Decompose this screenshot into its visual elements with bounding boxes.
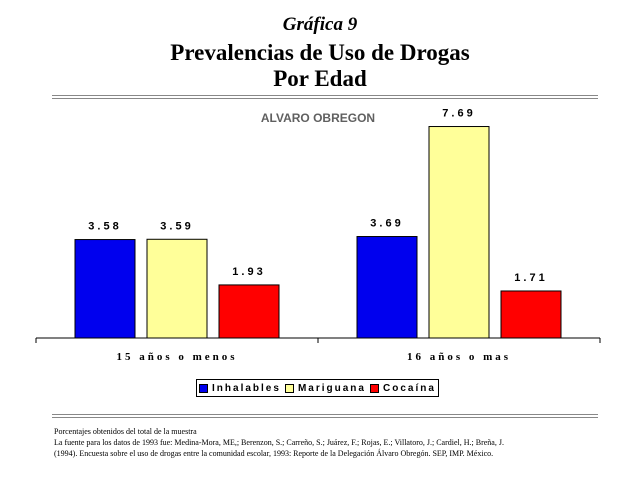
bar-mariguana-0 (146, 238, 208, 339)
bar-mariguana-1 (428, 126, 490, 339)
footnote: Porcentajes obtenidos del total de la mu… (54, 426, 614, 459)
data-label-inhalables-0: 3.58 (88, 221, 121, 233)
legend-swatch-cocaina (370, 383, 380, 393)
bar-inhalables-0 (74, 239, 136, 339)
data-label-mariguana-1: 7.69 (442, 108, 475, 120)
data-label-cocaina-0: 1.93 (232, 266, 265, 278)
legend-swatch-mariguana (284, 383, 294, 393)
title-divider-bottom (52, 98, 598, 99)
footer-divider-top (52, 414, 598, 415)
legend-item-inhalables: Inhalables (199, 383, 281, 394)
legend-item-cocaina: Cocaína (370, 383, 436, 394)
category-label-0: 15 años o menos (116, 351, 237, 363)
footnote-line-1: Porcentajes obtenidos del total de la mu… (54, 427, 197, 436)
chart-legend: Inhalables Mariguana Cocaína (196, 379, 439, 397)
chart-title-line2: Por Edad (273, 66, 367, 91)
data-label-mariguana-0: 3.59 (160, 220, 193, 232)
bar-cocaina-1 (500, 290, 562, 339)
footnote-line-3: (1994). Encuesta sobre el uso de drogas … (54, 449, 494, 458)
title-divider-top (52, 95, 598, 96)
legend-label-cocaina: Cocaína (383, 382, 436, 394)
legend-label-inhalables: Inhalables (212, 382, 281, 394)
data-label-cocaina-1: 1.71 (514, 272, 547, 284)
footer-divider-bottom (52, 417, 598, 418)
data-label-inhalables-1: 3.69 (370, 218, 403, 230)
footnote-line-2: La fuente para los datos de 1993 fue: Me… (54, 438, 504, 447)
legend-item-mariguana: Mariguana (284, 382, 366, 394)
chart-title-line1: Prevalencias de Uso de Drogas (170, 40, 470, 65)
chart-supertitle: Gráfica 9 (282, 14, 358, 35)
bar-inhalables-1 (356, 236, 418, 339)
category-label-1: 16 años o mas (407, 351, 511, 363)
legend-swatch-inhalables (199, 383, 209, 393)
chart-subtitle: ALVARO OBREGON (261, 111, 375, 125)
bar-cocaina-0 (218, 284, 280, 339)
legend-label-mariguana: Mariguana (297, 382, 366, 394)
